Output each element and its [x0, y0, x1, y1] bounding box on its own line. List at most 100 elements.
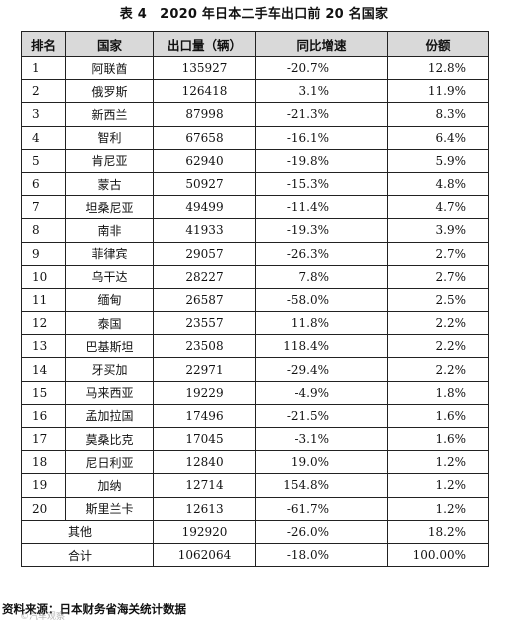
cell-share: 12.8% [387, 55, 489, 81]
cell-share: 8.3% [387, 102, 489, 127]
cell-volume: 67658 [153, 125, 256, 150]
cell-share: 2.2% [387, 357, 489, 382]
cell-share: 100.00% [387, 542, 489, 568]
cell-volume: 29057 [153, 241, 256, 266]
total-row: 合计 1062064 -18.0% 100.00% [21, 542, 489, 568]
cell-country: 坦桑尼亚 [65, 195, 154, 220]
cell-volume: 28227 [153, 264, 256, 289]
table-row: 3 新西兰 87998 -21.3% 8.3% [21, 102, 489, 127]
table-title: 表 4 2020 年日本二手车出口前 20 名国家 [119, 7, 389, 22]
table-row: 18 尼日利亚 12840 19.0% 1.2% [21, 450, 489, 475]
cell-volume: 12840 [153, 450, 256, 475]
cell-yoy: -16.1% [255, 125, 388, 150]
source-note: 资料来源：日本财务省海关统计数据 [2, 602, 186, 616]
cell-rank: 7 [21, 195, 66, 220]
table-row: 5 肯尼亚 62940 -19.8% 5.9% [21, 148, 489, 173]
header-rank: 排名 [21, 31, 66, 57]
cell-share: 18.2% [387, 519, 489, 544]
cell-yoy: -26.0% [255, 519, 388, 544]
cell-share: 1.2% [387, 450, 489, 475]
cell-country: 尼日利亚 [65, 450, 154, 475]
cell-country: 泰国 [65, 311, 154, 336]
cell-country: 新西兰 [65, 102, 154, 127]
cell-rank: 10 [21, 264, 66, 289]
cell-volume: 192920 [153, 519, 256, 544]
cell-rank: 2 [21, 79, 66, 104]
cell-yoy: -3.1% [255, 426, 388, 452]
header-country: 国家 [65, 31, 154, 57]
cell-yoy: 154.8% [255, 473, 388, 498]
cell-yoy: -29.4% [255, 357, 388, 382]
cell-share: 1.6% [387, 426, 489, 452]
cell-share: 2.7% [387, 241, 489, 266]
cell-volume: 50927 [153, 171, 256, 197]
header-row: 排名 国家 出口量（辆） 同比增速 份额 [21, 31, 489, 57]
cell-volume: 126418 [153, 79, 256, 104]
cell-yoy: -15.3% [255, 171, 388, 197]
header-share: 份额 [387, 31, 489, 57]
cell-rank: 6 [21, 171, 66, 197]
cell-country: 俄罗斯 [65, 79, 154, 104]
cell-volume: 17045 [153, 426, 256, 452]
cell-country: 阿联酋 [65, 55, 154, 81]
table-row: 13 巴基斯坦 23508 118.4% 2.2% [21, 334, 489, 359]
table-row: 11 缅甸 26587 -58.0% 2.5% [21, 287, 489, 313]
cell-yoy: -11.4% [255, 195, 388, 220]
header-volume: 出口量（辆） [153, 31, 256, 57]
cell-yoy: -19.3% [255, 218, 388, 243]
cell-country: 智利 [65, 125, 154, 150]
cell-share: 2.5% [387, 287, 489, 313]
cell-volume: 1062064 [153, 542, 256, 568]
cell-volume: 22971 [153, 357, 256, 382]
cell-share: 2.2% [387, 334, 489, 359]
table-row: 20 斯里兰卡 12613 -61.7% 1.2% [21, 496, 489, 521]
cell-rank: 3 [21, 102, 66, 127]
cell-volume: 26587 [153, 287, 256, 313]
cell-share: 1.2% [387, 473, 489, 498]
cell-yoy: -4.9% [255, 380, 388, 405]
cell-country: 南非 [65, 218, 154, 243]
cell-rank: 1 [21, 55, 66, 81]
table-row: 16 孟加拉国 17496 -21.5% 1.6% [21, 403, 489, 429]
table-row: 15 马来西亚 19229 -4.9% 1.8% [21, 380, 489, 405]
others-row: 其他 192920 -26.0% 18.2% [21, 519, 489, 544]
cell-country: 缅甸 [65, 287, 154, 313]
cell-country: 蒙古 [65, 171, 154, 197]
cell-share: 2.7% [387, 264, 489, 289]
table-row: 17 莫桑比克 17045 -3.1% 1.6% [21, 426, 489, 452]
cell-country: 牙买加 [65, 357, 154, 382]
cell-rank: 14 [21, 357, 66, 382]
table-row: 2 俄罗斯 126418 3.1% 11.9% [21, 79, 489, 104]
table-row: 9 菲律宾 29057 -26.3% 2.7% [21, 241, 489, 266]
cell-share: 3.9% [387, 218, 489, 243]
cell-yoy: 118.4% [255, 334, 388, 359]
cell-label: 合计 [21, 542, 154, 568]
cell-yoy: -58.0% [255, 287, 388, 313]
cell-rank: 13 [21, 334, 66, 359]
cell-country: 菲律宾 [65, 241, 154, 266]
cell-rank: 9 [21, 241, 66, 266]
cell-country: 肯尼亚 [65, 148, 154, 173]
cell-volume: 23557 [153, 311, 256, 336]
cell-yoy: -18.0% [255, 542, 388, 568]
cell-rank: 18 [21, 450, 66, 475]
cell-yoy: -19.8% [255, 148, 388, 173]
cell-rank: 17 [21, 426, 66, 452]
cell-rank: 8 [21, 218, 66, 243]
cell-country: 加纳 [65, 473, 154, 498]
table-row: 7 坦桑尼亚 49499 -11.4% 4.7% [21, 195, 489, 220]
cell-volume: 12613 [153, 496, 256, 521]
cell-country: 马来西亚 [65, 380, 154, 405]
cell-volume: 17496 [153, 403, 256, 429]
cell-yoy: -61.7% [255, 496, 388, 521]
cell-yoy: -21.3% [255, 102, 388, 127]
cell-country: 乌干达 [65, 264, 154, 289]
cell-share: 2.2% [387, 311, 489, 336]
cell-rank: 16 [21, 403, 66, 429]
cell-volume: 49499 [153, 195, 256, 220]
cell-yoy: 11.8% [255, 311, 388, 336]
cell-share: 1.8% [387, 380, 489, 405]
table-row: 14 牙买加 22971 -29.4% 2.2% [21, 357, 489, 382]
cell-volume: 12714 [153, 473, 256, 498]
table-body: 1 阿联酋 135927 -20.7% 12.8% 2 俄罗斯 126418 3.1% 11.9%… [21, 55, 489, 568]
